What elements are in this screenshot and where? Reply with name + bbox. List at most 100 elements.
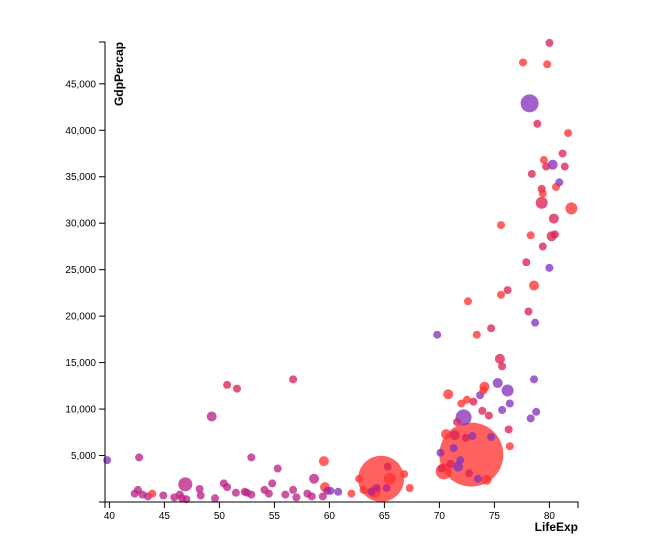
data-point-106: [531, 318, 540, 327]
data-point-33: [292, 493, 301, 502]
data-point-49: [358, 455, 405, 502]
y-axis-ticks: 5,000 10,000 15,000 20,000 25,000 30,000 35,00…: [65, 79, 105, 462]
data-point-35: [307, 492, 316, 501]
data-point-13: [195, 484, 204, 493]
y-tick-label-8: 45,000: [65, 79, 96, 90]
data-point-18: [223, 483, 232, 492]
data-point-76: [472, 330, 481, 339]
data-point-57: [437, 464, 446, 473]
data-point-12: [182, 495, 191, 504]
data-point-60: [443, 389, 454, 400]
data-point-87: [494, 353, 505, 364]
data-point-101: [526, 231, 535, 240]
data-point-110: [535, 196, 548, 209]
data-point-88: [497, 221, 505, 230]
data-point-112: [538, 242, 547, 251]
data-point-7: [159, 491, 168, 500]
data-point-52: [383, 472, 396, 485]
data-point-74: [468, 432, 477, 441]
data-point-38: [318, 456, 329, 467]
data-point-115: [543, 60, 552, 69]
points-layer: [103, 38, 578, 504]
data-point-127: [565, 202, 578, 215]
data-point-79: [478, 406, 487, 415]
x-tick-label-0: 40: [104, 511, 116, 522]
y-tick-label-2: 15,000: [65, 358, 96, 369]
x-tick-label-8: 80: [544, 511, 556, 522]
data-point-62: [449, 444, 458, 453]
data-point-42: [334, 487, 343, 496]
data-point-16: [211, 494, 219, 503]
x-axis-ticks: 40 45 50 55 60 65 70 75 80: [104, 502, 556, 522]
data-point-97: [519, 58, 527, 67]
data-point-54: [405, 484, 414, 493]
data-point-121: [550, 230, 559, 239]
y-axis-title: GdpPercap: [112, 42, 126, 106]
data-point-56: [436, 448, 445, 457]
x-tick-label-2: 50: [214, 511, 226, 522]
axes-layer: 40 45 50 55 60 65 70 75 80 5,000 10,000 15,000 20,0…: [65, 41, 579, 522]
data-point-102: [526, 414, 535, 423]
data-point-99: [524, 307, 533, 316]
data-point-86: [492, 378, 503, 389]
data-point-45: [359, 485, 368, 494]
data-point-96: [505, 442, 514, 451]
data-point-125: [560, 162, 569, 171]
y-tick-label-3: 20,000: [65, 312, 96, 323]
data-point-124: [558, 149, 567, 158]
data-point-20: [231, 488, 240, 497]
data-point-84: [487, 432, 496, 441]
x-axis-line: [104, 501, 579, 508]
data-point-116: [545, 38, 554, 47]
data-point-51: [383, 462, 392, 471]
data-point-19: [223, 380, 232, 389]
data-point-14: [196, 491, 205, 500]
data-point-15: [206, 411, 217, 422]
data-point-61: [446, 459, 455, 468]
data-point-117: [545, 263, 554, 272]
data-point-24: [247, 490, 256, 499]
data-point-53: [400, 470, 409, 479]
data-point-55: [433, 330, 442, 339]
data-point-50: [382, 484, 391, 493]
y-tick-label-1: 10,000: [65, 405, 96, 416]
data-point-89: [497, 290, 505, 299]
data-point-82: [481, 474, 492, 485]
data-point-75: [469, 397, 478, 406]
y-tick-label-0: 5,000: [71, 451, 96, 462]
data-point-70: [462, 395, 471, 404]
x-tick-label-1: 45: [159, 511, 171, 522]
data-point-59: [441, 429, 451, 440]
data-point-100: [520, 94, 539, 113]
data-point-11: [178, 477, 193, 492]
data-point-123: [555, 178, 564, 187]
y-axis-line: [99, 41, 106, 503]
data-point-126: [564, 129, 573, 138]
data-point-48: [372, 484, 381, 493]
data-point-31: [289, 375, 298, 384]
x-axis-title: LifeExp: [535, 520, 578, 534]
data-point-64: [453, 418, 461, 427]
data-point-103: [527, 169, 536, 178]
data-point-114: [542, 162, 551, 171]
data-point-107: [532, 407, 541, 416]
data-point-104: [529, 280, 539, 291]
x-tick-label-4: 60: [324, 511, 336, 522]
data-point-0: [103, 456, 112, 465]
data-point-43: [347, 489, 356, 498]
data-point-63: [449, 430, 460, 441]
data-point-111: [538, 189, 547, 198]
data-point-30: [281, 490, 290, 499]
data-point-95: [505, 399, 514, 408]
data-point-91: [498, 406, 507, 414]
y-tick-label-4: 25,000: [65, 265, 96, 276]
data-point-92: [501, 384, 514, 397]
x-tick-label-3: 55: [269, 511, 281, 522]
y-tick-label-7: 40,000: [65, 126, 96, 137]
data-point-36: [309, 473, 319, 484]
data-point-90: [498, 362, 507, 371]
y-tick-label-6: 35,000: [65, 172, 96, 183]
data-point-69: [461, 433, 470, 442]
data-point-119: [547, 159, 558, 170]
